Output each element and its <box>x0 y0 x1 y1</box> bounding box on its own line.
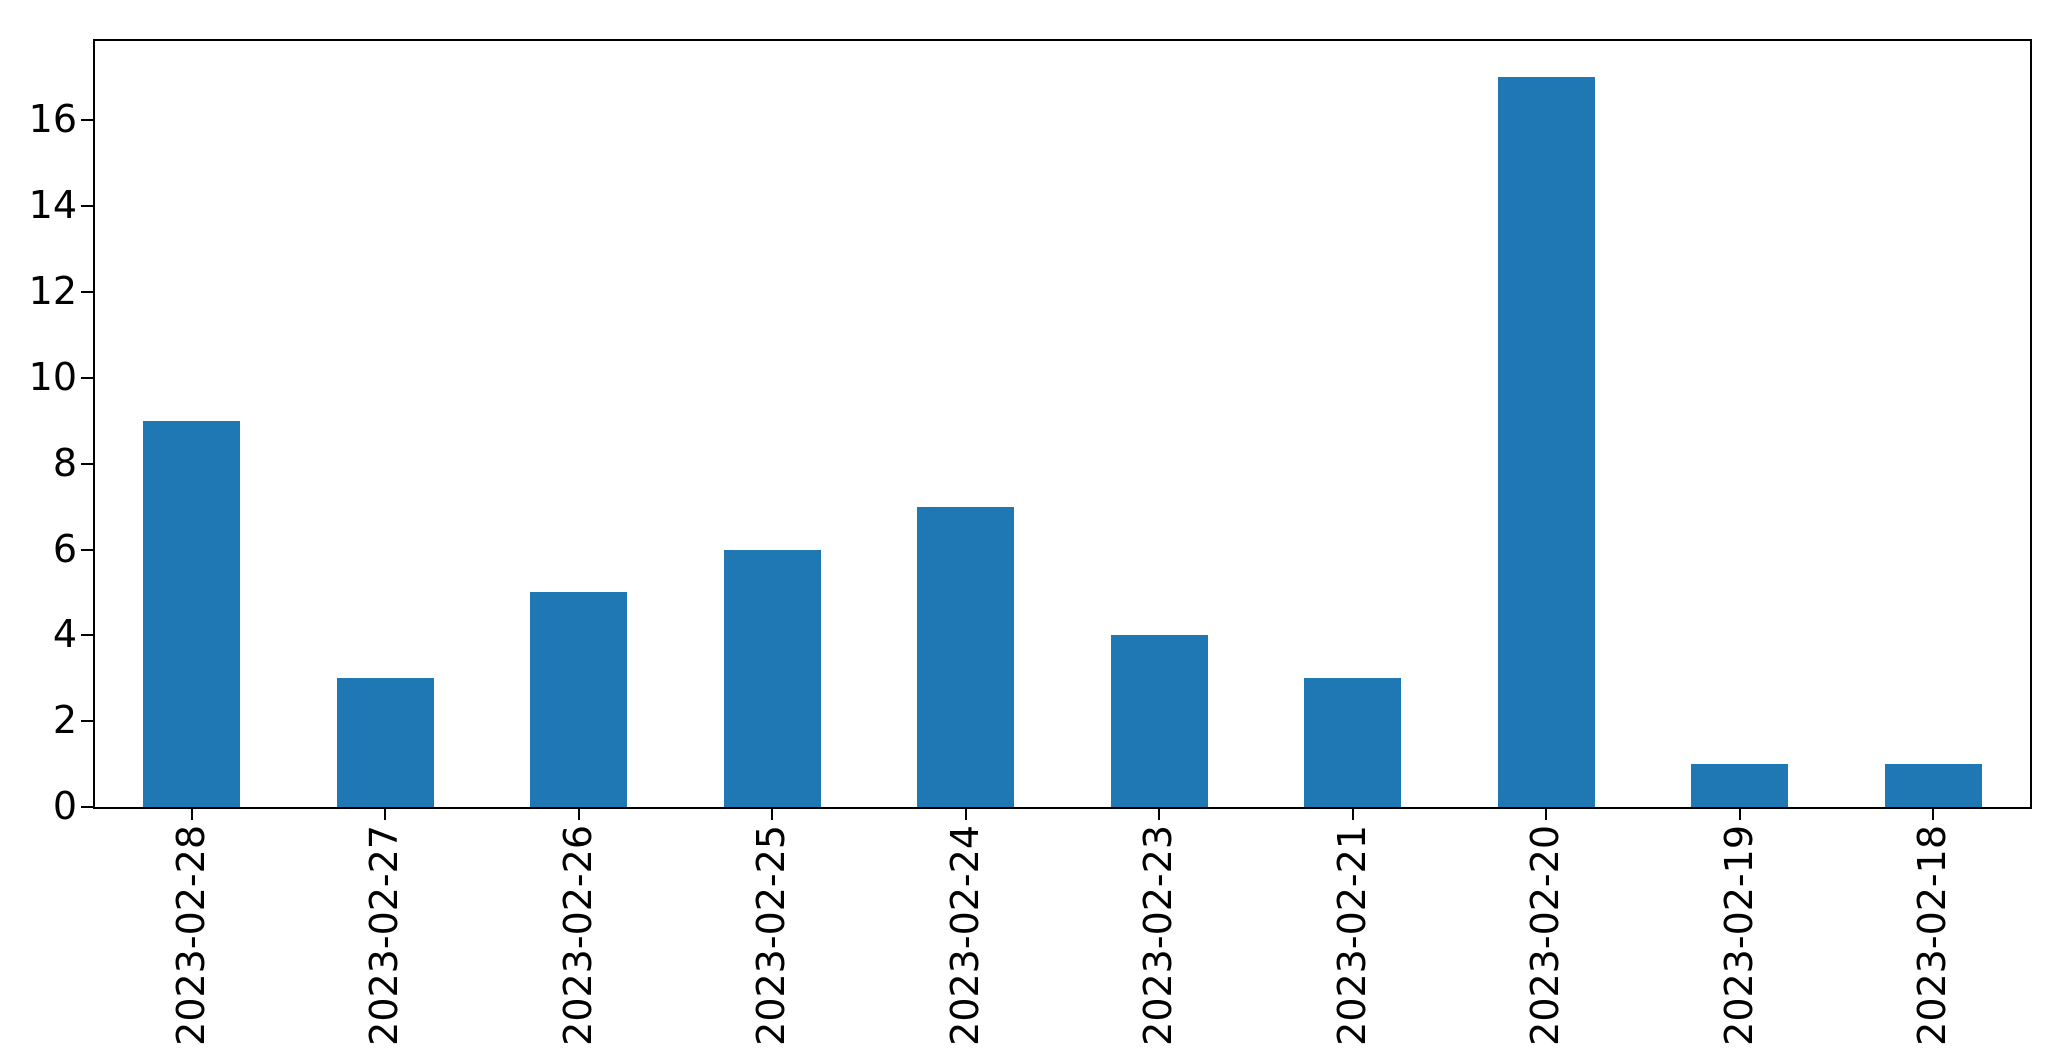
y-tick-mark <box>81 548 93 551</box>
bar-2023-02-20 <box>1497 77 1595 807</box>
y-tick-label: 6 <box>52 526 77 571</box>
bar-2023-02-28 <box>143 420 241 807</box>
y-tick-mark <box>81 119 93 122</box>
y-tick-label: 12 <box>28 269 77 314</box>
bar-2023-02-25 <box>723 549 821 807</box>
y-tick-mark <box>81 806 93 808</box>
x-tick-mark <box>190 809 193 820</box>
x-tick-label: 2023-02-19 <box>1716 825 1761 1046</box>
x-tick-mark <box>1158 809 1161 820</box>
x-tick-mark <box>1932 809 1935 820</box>
bar-2023-02-27 <box>336 678 434 807</box>
y-tick-mark <box>81 634 93 637</box>
y-tick-mark <box>81 291 93 294</box>
x-tick-label: 2023-02-24 <box>942 825 987 1046</box>
y-tick-label: 14 <box>28 183 77 228</box>
y-tick-mark <box>81 376 93 379</box>
bar-2023-02-18 <box>1884 764 1982 807</box>
x-tick-label: 2023-02-18 <box>1910 825 1955 1046</box>
x-tick-label: 2023-02-23 <box>1136 825 1181 1046</box>
x-tick-label: 2023-02-27 <box>362 825 407 1046</box>
x-tick-label: 2023-02-20 <box>1523 825 1568 1046</box>
bar-2023-02-24 <box>917 506 1015 807</box>
x-tick-mark <box>1738 809 1741 820</box>
y-tick-label: 2 <box>52 698 77 743</box>
y-tick-mark <box>81 462 93 465</box>
bar-2023-02-21 <box>1304 678 1402 807</box>
x-tick-mark <box>964 809 967 820</box>
x-tick-label: 2023-02-25 <box>749 825 794 1046</box>
bar-2023-02-26 <box>530 592 628 807</box>
x-tick-label: 2023-02-21 <box>1329 825 1374 1046</box>
x-tick-label: 2023-02-28 <box>168 825 213 1046</box>
plot-area <box>93 39 2032 809</box>
x-tick-mark <box>1351 809 1354 820</box>
y-tick-mark <box>81 205 93 208</box>
bar-2023-02-19 <box>1691 764 1789 807</box>
y-tick-label: 10 <box>28 354 77 399</box>
x-tick-mark <box>1545 809 1548 820</box>
y-tick-label: 4 <box>52 612 77 657</box>
x-tick-label: 2023-02-26 <box>555 825 600 1046</box>
y-tick-label: 0 <box>52 784 77 829</box>
x-tick-mark <box>577 809 580 820</box>
x-tick-mark <box>384 809 387 820</box>
y-tick-label: 8 <box>52 440 77 485</box>
bar-2023-02-23 <box>1110 635 1208 807</box>
y-tick-label: 16 <box>28 97 77 142</box>
x-tick-mark <box>771 809 774 820</box>
y-tick-mark <box>81 720 93 723</box>
